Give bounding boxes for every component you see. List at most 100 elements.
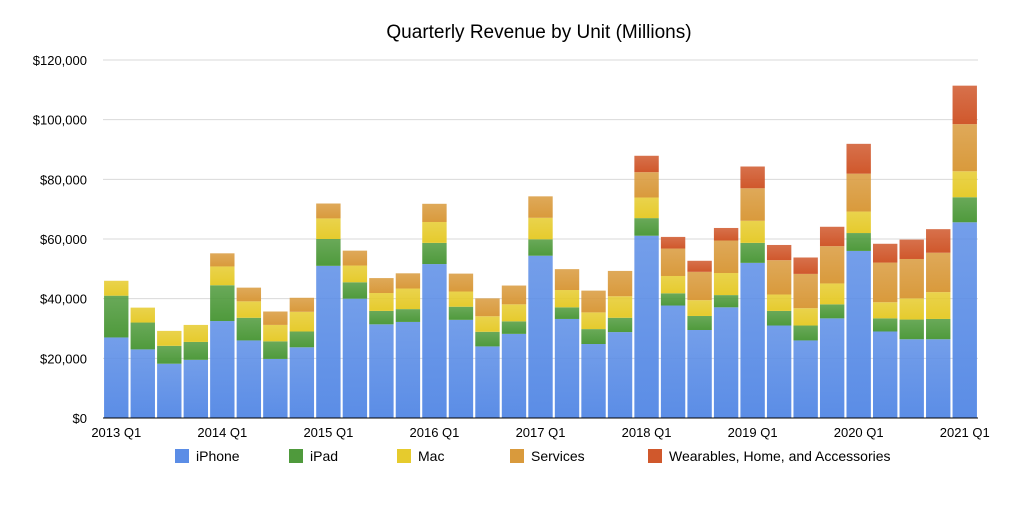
bar-stack xyxy=(766,244,792,418)
bar-stack xyxy=(422,203,447,418)
bar-segment xyxy=(528,196,553,218)
bar-segment xyxy=(342,250,368,266)
bar-stack xyxy=(501,285,527,418)
bar-segment xyxy=(899,339,924,418)
bar-segment xyxy=(740,262,765,418)
bar-segment xyxy=(713,295,739,308)
bar-segment xyxy=(660,293,686,306)
legend-label: Services xyxy=(531,448,585,464)
bar-segment xyxy=(369,324,394,418)
bar-segment xyxy=(316,218,341,239)
bar-segment xyxy=(713,227,739,241)
bar-segment xyxy=(873,318,898,332)
x-tick-label: 2017 Q1 xyxy=(516,425,566,440)
bar-segment xyxy=(369,292,394,311)
bar-segment xyxy=(554,318,580,418)
bar-stack xyxy=(660,236,686,418)
bar-stack xyxy=(740,166,765,418)
bar-segment xyxy=(448,291,474,307)
bar-stack xyxy=(130,307,155,418)
bar-segment xyxy=(501,333,527,418)
bar-segment xyxy=(766,325,792,418)
bar-stack xyxy=(634,155,659,418)
bar-stack xyxy=(369,278,394,418)
bar-segment xyxy=(183,359,208,418)
bar-segment xyxy=(422,203,447,222)
legend-label: Mac xyxy=(418,448,445,464)
bar-segment xyxy=(554,269,580,291)
bar-segment xyxy=(130,307,155,323)
bar-segment xyxy=(528,239,553,256)
bar-segment xyxy=(926,229,951,253)
bar-stack xyxy=(793,257,818,418)
bar-stack xyxy=(581,290,606,418)
legend-item: Wearables, Home, and Accessories xyxy=(648,448,891,464)
bar-stack xyxy=(157,330,182,418)
bar-segment xyxy=(448,273,474,292)
bar-segment xyxy=(210,285,235,322)
bar-stack xyxy=(554,269,580,418)
bar-segment xyxy=(342,265,368,283)
legend-item: iPad xyxy=(289,448,338,464)
bar-segment xyxy=(607,317,633,333)
bar-segment xyxy=(766,294,792,311)
bar-segment xyxy=(740,166,765,189)
bar-stack xyxy=(183,324,208,418)
legend-swatch xyxy=(397,449,411,463)
legend-swatch xyxy=(289,449,303,463)
bar-segment xyxy=(263,311,288,325)
bar-segment xyxy=(183,324,208,342)
bar-segment xyxy=(528,255,553,418)
bar-segment xyxy=(554,307,580,319)
x-tick-label: 2020 Q1 xyxy=(834,425,884,440)
bar-segment xyxy=(899,298,924,320)
legend-item: iPhone xyxy=(175,448,240,464)
bar-segment xyxy=(793,340,818,418)
bar-segment xyxy=(289,297,315,312)
bar-segment xyxy=(210,253,235,267)
bar-segment xyxy=(475,316,500,332)
bar-stack xyxy=(899,239,924,418)
bar-segment xyxy=(342,298,368,418)
bar-segment xyxy=(846,211,871,234)
y-tick-label: $0 xyxy=(73,411,87,426)
x-tick-label: 2013 Q1 xyxy=(91,425,141,440)
bar-segment xyxy=(501,304,527,322)
bar-stack xyxy=(104,280,129,418)
bar-segment xyxy=(873,243,898,263)
bar-segment xyxy=(554,290,580,308)
bar-segment xyxy=(660,305,686,418)
bar-segment xyxy=(395,273,421,289)
bar-segment xyxy=(210,321,235,418)
x-axis: 2013 Q1 2014 Q1 2015 Q1 2016 Q1 2017 Q1 2018 … xyxy=(91,425,989,440)
bar-segment xyxy=(687,271,712,301)
bar-segment xyxy=(395,321,421,418)
bar-segment xyxy=(687,300,712,316)
bar-segment xyxy=(581,329,606,345)
y-tick-label: $60,000 xyxy=(40,232,87,247)
bar-segment xyxy=(952,85,977,125)
bar-segment xyxy=(952,222,977,418)
bar-segment xyxy=(846,173,871,212)
bar-segment xyxy=(183,341,208,360)
bar-segment xyxy=(263,324,288,342)
bar-segment xyxy=(926,339,951,418)
bar-segment xyxy=(819,283,845,305)
x-tick-label: 2014 Q1 xyxy=(197,425,247,440)
bar-segment xyxy=(395,309,421,322)
bar-segment xyxy=(236,301,262,318)
bar-segment xyxy=(422,264,447,418)
bar-segment xyxy=(210,266,235,286)
bar-segment xyxy=(130,322,155,350)
chart-title: Quarterly Revenue by Unit (Millions) xyxy=(386,22,691,43)
bar-segment xyxy=(501,285,527,305)
bar-segment xyxy=(263,358,288,418)
bar-segment xyxy=(236,287,262,302)
bar-segment xyxy=(581,290,606,313)
bar-segment xyxy=(713,273,739,296)
bar-segment xyxy=(236,340,262,418)
bar-segment xyxy=(660,275,686,294)
bar-segment xyxy=(793,257,818,274)
legend-item: Mac xyxy=(397,448,444,464)
